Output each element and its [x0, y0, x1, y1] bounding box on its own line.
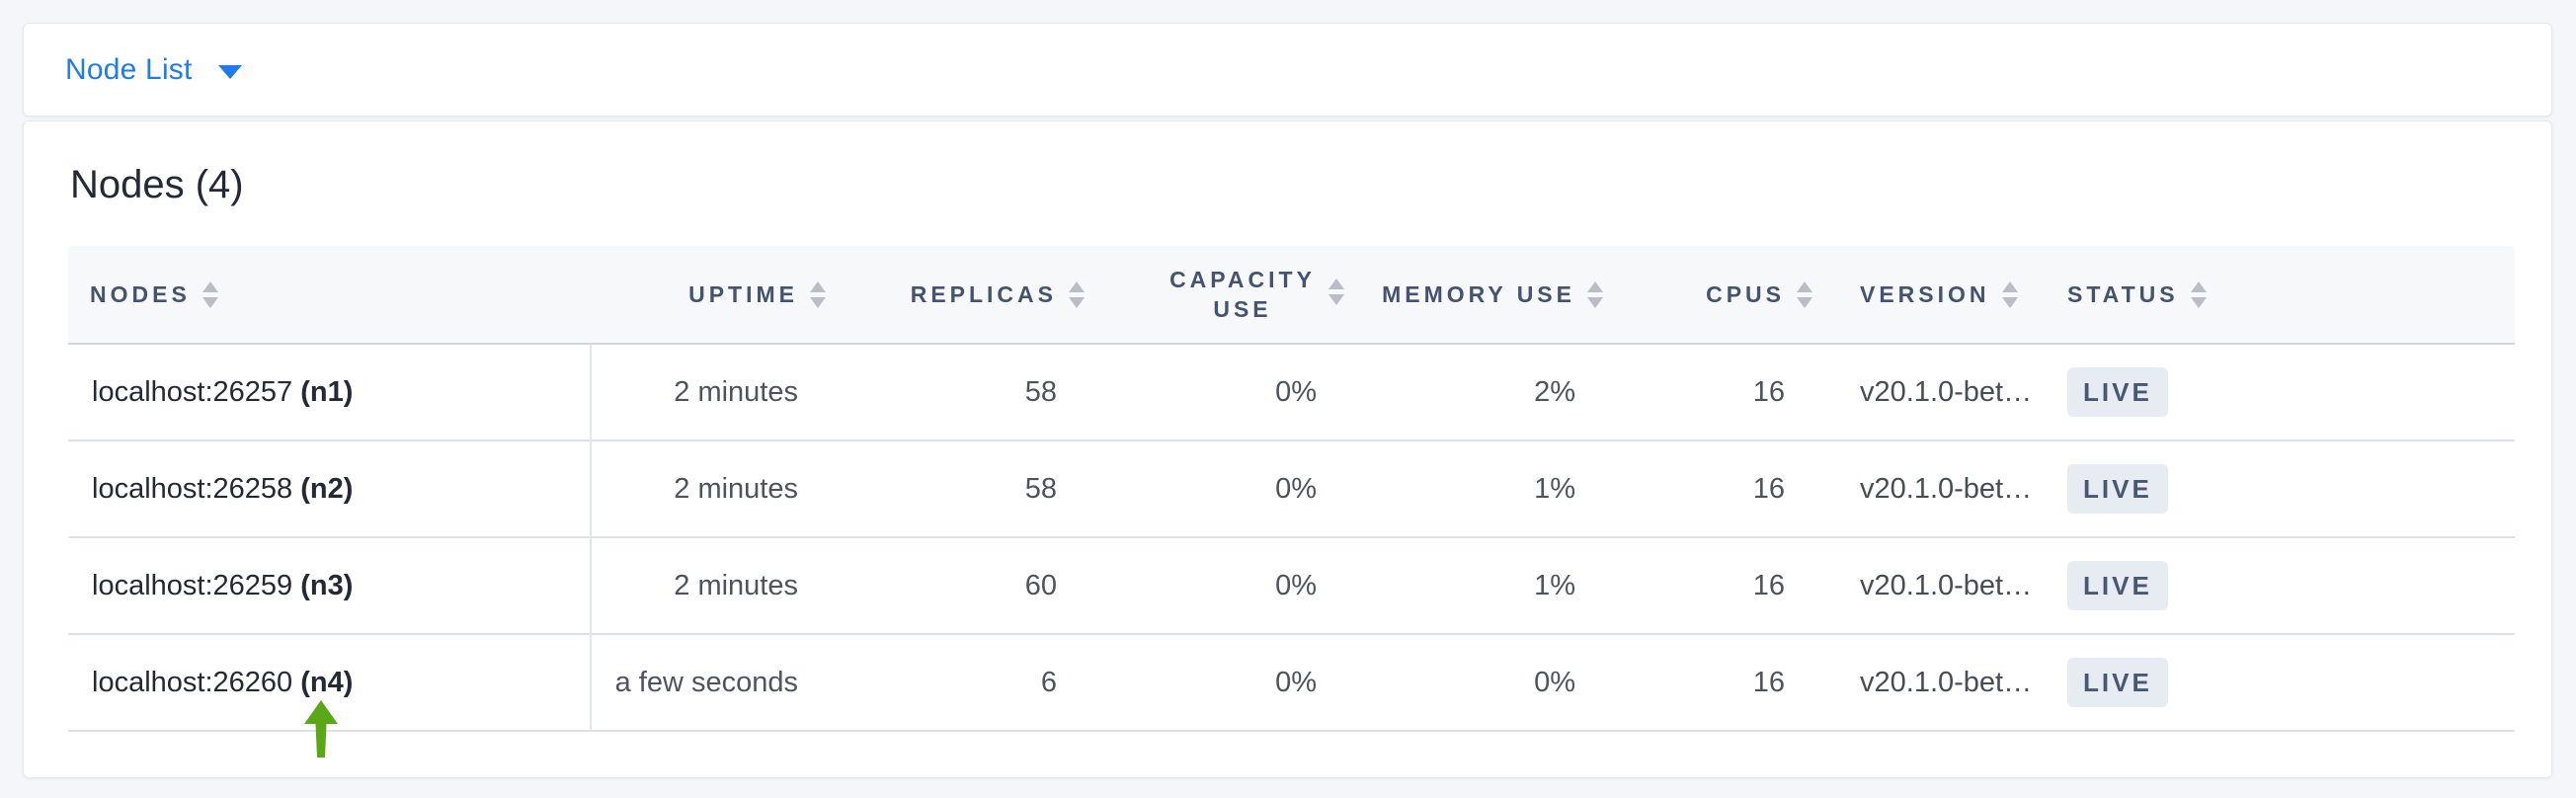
cpus-cell: 16	[1623, 538, 1832, 635]
uptime-cell: a few seconds	[592, 635, 845, 732]
status-badge: LIVE	[2067, 367, 2168, 417]
version-cell: v20.1.0-bet…	[1832, 345, 2040, 441]
uptime-cell: 2 minutes	[592, 345, 845, 441]
capacity-use-cell: 0%	[1104, 345, 1364, 441]
table-row[interactable]: localhost:26258 (n2) 2 minutes 58 0% 1% …	[68, 441, 2515, 538]
uptime-cell: 2 minutes	[592, 538, 845, 635]
sort-icon[interactable]	[1797, 280, 1812, 308]
cpus-cell: 16	[1623, 441, 1832, 538]
col-header-status[interactable]: STATUS	[2040, 246, 2515, 345]
table-row[interactable]: localhost:26257 (n1) 2 minutes 58 0% 2% …	[68, 345, 2515, 441]
status-badge: LIVE	[2067, 658, 2168, 707]
capacity-use-cell: 0%	[1104, 538, 1364, 635]
cpus-cell: 16	[1623, 635, 1832, 732]
status-badge: LIVE	[2067, 561, 2168, 610]
replicas-cell: 60	[845, 538, 1104, 635]
sort-icon[interactable]	[1587, 280, 1603, 308]
sort-icon[interactable]	[201, 280, 218, 308]
sort-icon[interactable]	[2190, 280, 2207, 308]
memory-use-cell: 1%	[1364, 538, 1623, 635]
sort-icon[interactable]	[1328, 279, 1344, 305]
memory-use-cell: 1%	[1364, 441, 1623, 538]
nodes-card: Nodes (4) NODES UPTIME REPLICAS	[23, 120, 2552, 778]
status-cell: LIVE	[2040, 635, 2515, 732]
status-cell: LIVE	[2040, 441, 2515, 538]
col-header-replicas[interactable]: REPLICAS	[845, 246, 1104, 345]
col-header-capacity-use[interactable]: CAPACITY USE	[1104, 246, 1364, 345]
sort-icon[interactable]	[810, 280, 826, 308]
nodes-table: NODES UPTIME REPLICAS CAPACITY USE MEMOR…	[68, 246, 2515, 732]
sort-icon[interactable]	[2001, 280, 2018, 308]
replicas-cell: 6	[845, 635, 1104, 732]
col-header-cpus[interactable]: CPUS	[1623, 246, 1832, 345]
node-address-cell[interactable]: localhost:26258 (n2)	[68, 441, 592, 538]
col-header-uptime[interactable]: UPTIME	[592, 246, 845, 345]
table-row[interactable]: localhost:26259 (n3) 2 minutes 60 0% 1% …	[68, 538, 2515, 635]
capacity-use-cell: 0%	[1104, 635, 1364, 732]
chevron-down-icon	[217, 64, 242, 79]
status-cell: LIVE	[2040, 345, 2515, 441]
version-cell: v20.1.0-bet…	[1832, 635, 2040, 732]
page-toolbar: Node List	[23, 23, 2552, 117]
replicas-cell: 58	[845, 345, 1104, 441]
replicas-cell: 58	[845, 441, 1104, 538]
version-cell: v20.1.0-bet…	[1832, 538, 2040, 635]
sort-icon[interactable]	[1069, 280, 1085, 308]
page-title: Nodes (4)	[70, 163, 244, 206]
table-row[interactable]: localhost:26260 (n4) a few seconds 6 0% …	[68, 635, 2515, 732]
col-header-memory-use[interactable]: MEMORY USE	[1364, 246, 1623, 345]
status-badge: LIVE	[2067, 464, 2168, 514]
version-cell: v20.1.0-bet…	[1832, 441, 2040, 538]
uptime-cell: 2 minutes	[592, 441, 845, 538]
capacity-use-cell: 0%	[1104, 441, 1364, 538]
memory-use-cell: 2%	[1364, 345, 1623, 441]
arrow-up-icon	[304, 700, 338, 758]
table-header-row: NODES UPTIME REPLICAS CAPACITY USE MEMOR…	[68, 246, 2515, 345]
col-header-version[interactable]: VERSION	[1832, 246, 2040, 345]
status-cell: LIVE	[2040, 538, 2515, 635]
col-header-nodes[interactable]: NODES	[68, 246, 592, 345]
node-list-dropdown-label: Node List	[65, 52, 193, 86]
node-address-cell[interactable]: localhost:26257 (n1)	[68, 345, 592, 441]
node-list-dropdown[interactable]: Node List	[65, 53, 242, 87]
node-address-cell[interactable]: localhost:26259 (n3)	[68, 538, 592, 635]
cpus-cell: 16	[1623, 345, 1832, 441]
memory-use-cell: 0%	[1364, 635, 1623, 732]
